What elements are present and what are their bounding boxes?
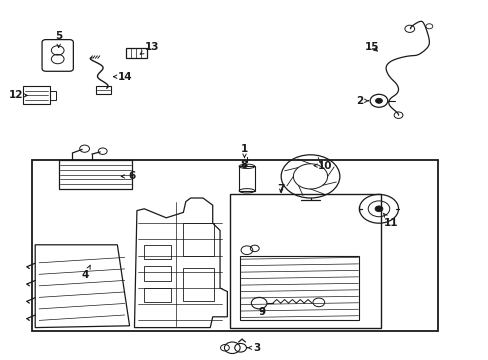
Bar — [144, 288, 171, 302]
Bar — [23, 86, 50, 104]
Bar — [183, 268, 213, 301]
Text: 14: 14 — [113, 72, 132, 82]
Bar — [229, 194, 381, 328]
Text: 6: 6 — [121, 171, 135, 181]
Text: 1: 1 — [241, 144, 247, 158]
Text: 9: 9 — [258, 307, 265, 318]
Bar — [50, 91, 56, 100]
Bar — [59, 160, 132, 189]
Bar — [144, 266, 171, 281]
Text: 10: 10 — [313, 161, 332, 171]
Bar — [239, 166, 254, 191]
Bar — [144, 245, 171, 259]
Circle shape — [375, 98, 382, 103]
Text: 4: 4 — [81, 265, 90, 280]
Bar — [183, 223, 213, 256]
Text: 5: 5 — [55, 31, 62, 48]
Text: 12: 12 — [8, 90, 27, 100]
Bar — [126, 48, 146, 58]
Text: 2: 2 — [355, 96, 368, 106]
Text: 7: 7 — [277, 184, 285, 194]
Text: 8: 8 — [240, 159, 246, 170]
Bar — [96, 86, 110, 94]
Bar — [32, 160, 437, 331]
Text: 3: 3 — [247, 343, 260, 353]
Text: 15: 15 — [364, 42, 378, 52]
Text: 13: 13 — [140, 42, 159, 54]
Text: 11: 11 — [383, 213, 398, 228]
Circle shape — [374, 206, 382, 212]
Bar — [239, 256, 359, 320]
